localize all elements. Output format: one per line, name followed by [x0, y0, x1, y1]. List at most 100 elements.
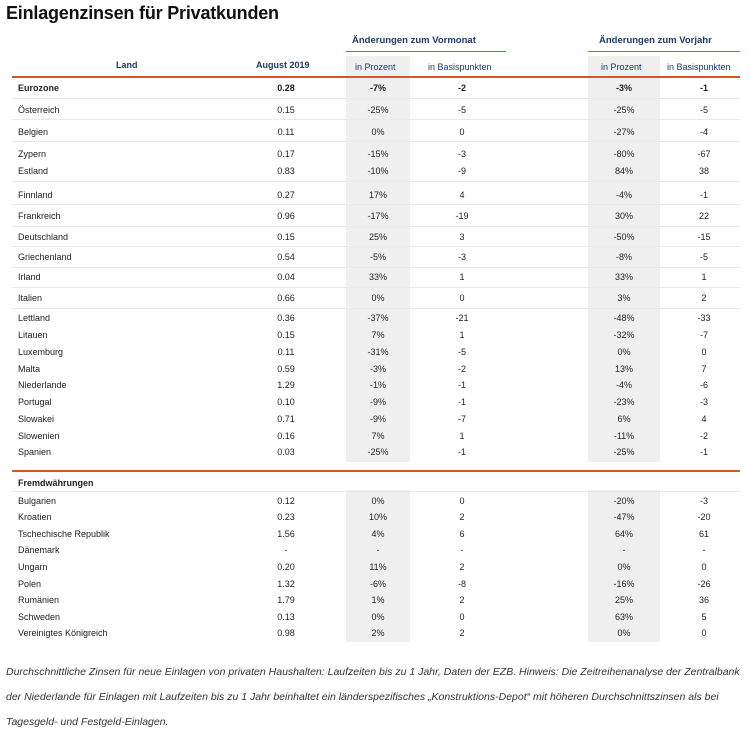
- column-header-vj-prozent: in Prozent: [601, 62, 642, 72]
- cell-vj-prozent: -23%: [613, 397, 635, 407]
- cell-vm-prozent: 1%: [371, 595, 385, 605]
- row-separator: [12, 246, 740, 247]
- cell-vj-prozent: 30%: [614, 211, 633, 221]
- cell-vj-basis: 7: [701, 364, 707, 374]
- cell-vm-prozent: 0%: [371, 612, 385, 622]
- cell-vm-prozent: 7%: [371, 431, 385, 441]
- cell-vj-prozent: 6%: [617, 414, 631, 424]
- cell-august: 0.98: [277, 628, 295, 638]
- cell-vj-basis: -5: [699, 105, 708, 115]
- cell-vm-prozent: -6%: [369, 579, 386, 589]
- cell-august: 0.15: [277, 232, 295, 242]
- cell-land: Portugal: [18, 397, 52, 407]
- cell-august: -: [284, 545, 288, 555]
- cell-vj-prozent: 25%: [614, 595, 633, 605]
- cell-vj-basis: 38: [698, 166, 709, 176]
- column-header-august: August 2019: [256, 60, 310, 70]
- cell-vm-prozent: 2%: [371, 628, 385, 638]
- row-separator: [12, 308, 740, 309]
- cell-land: Vereinigtes Königreich: [18, 628, 108, 638]
- cell-vj-prozent: -8%: [615, 252, 632, 262]
- row-separator: [12, 491, 740, 492]
- column-header-vj-basis: in Basispunkten: [667, 62, 731, 72]
- table-row: Dänemark - - - - -: [0, 542, 750, 558]
- cell-vj-prozent: 3%: [617, 293, 631, 303]
- cell-august: 0.03: [277, 447, 295, 457]
- cell-vm-prozent: 17%: [368, 190, 387, 200]
- cell-vj-prozent: -80%: [613, 149, 635, 159]
- cell-vj-basis: 1: [701, 272, 707, 282]
- cell-vm-basis: -3: [457, 252, 466, 262]
- cell-vj-basis: 0: [701, 628, 707, 638]
- cell-vj-basis: -67: [697, 149, 711, 159]
- cell-vj-prozent: -11%: [613, 431, 635, 441]
- cell-land: Niederlande: [18, 380, 67, 390]
- cell-land: Bulgarien: [18, 496, 57, 506]
- row-separator: [12, 287, 740, 288]
- cell-land: Slowenien: [18, 431, 60, 441]
- cell-land: Tschechische Republik: [18, 529, 110, 539]
- table-row: Finnland 0.27 17% 4 -4% -1: [0, 187, 750, 203]
- cell-land: Finnland: [18, 190, 53, 200]
- cell-vj-prozent: -4%: [615, 190, 632, 200]
- page-title: Einlagenzinsen für Privatkunden: [6, 3, 279, 23]
- group-row-fremdwaehrungen: Fremdwährungen: [0, 475, 750, 491]
- cell-august: 0.59: [277, 364, 295, 374]
- column-header-land: Land: [116, 60, 138, 70]
- row-separator: [12, 181, 740, 182]
- table-row: Tschechische Republik 1.56 4% 6 64% 61: [0, 526, 750, 542]
- cell-vj-basis: 61: [698, 529, 709, 539]
- cell-vj-basis: -20: [697, 512, 711, 522]
- cell-august: 0.28: [277, 83, 295, 93]
- table-row: Deutschland 0.15 25% 3 -50% -15: [0, 229, 750, 245]
- cell-august: 0.36: [277, 313, 295, 323]
- table-row: Niederlande 1.29 -1% -1 -4% -6: [0, 377, 750, 393]
- table-row: Luxemburg 0.11 -31% -5 0% 0: [0, 344, 750, 360]
- cell-vm-basis: 1: [459, 431, 465, 441]
- cell-vm-basis: -1: [457, 397, 466, 407]
- cell-vm-basis: 1: [459, 330, 465, 340]
- cell-vj-basis: -33: [697, 313, 711, 323]
- cell-vm-basis: 0: [459, 127, 465, 137]
- cell-vj-basis: -6: [699, 380, 708, 390]
- cell-vj-basis: -7: [699, 330, 708, 340]
- cell-august: 1.32: [277, 579, 295, 589]
- cell-land: Malta: [18, 364, 41, 374]
- cell-vm-prozent: -31%: [367, 347, 389, 357]
- cell-vj-prozent: -27%: [613, 127, 635, 137]
- cell-vm-basis: -5: [457, 105, 466, 115]
- table-row: Rumänien 1.79 1% 2 25% 36: [0, 592, 750, 608]
- cell-vm-prozent: 11%: [369, 562, 387, 572]
- cell-vj-basis: 22: [698, 211, 709, 221]
- cell-vj-prozent: -47%: [613, 512, 635, 522]
- cell-vm-basis: -7: [457, 414, 466, 424]
- cell-vj-basis: 2: [701, 293, 707, 303]
- cell-vm-prozent: 0%: [371, 127, 385, 137]
- cell-august: 0.10: [277, 397, 295, 407]
- cell-land: Polen: [18, 579, 42, 589]
- group-header-vormonat: Änderungen zum Vormonat: [352, 35, 476, 46]
- cell-vm-prozent: 10%: [368, 512, 387, 522]
- cell-vj-basis: 36: [698, 595, 709, 605]
- cell-vm-basis: 2: [459, 595, 465, 605]
- cell-august: 0.17: [277, 149, 295, 159]
- cell-vm-basis: -1: [457, 380, 466, 390]
- cell-land: Dänemark: [18, 545, 60, 555]
- cell-land: Kroatien: [18, 512, 52, 522]
- cell-land: Schweden: [18, 612, 61, 622]
- cell-land: Deutschland: [18, 232, 69, 242]
- cell-august: 0.15: [277, 105, 295, 115]
- cell-land: Belgien: [18, 127, 49, 137]
- cell-vm-prozent: -3%: [369, 364, 386, 374]
- cell-vm-prozent: 0%: [371, 293, 385, 303]
- cell-vm-basis: -9: [457, 166, 466, 176]
- cell-august: 1.29: [277, 380, 295, 390]
- group-label: Eurozone: [18, 83, 60, 93]
- group-underline-vormonat: [346, 51, 506, 52]
- cell-vj-prozent: -3%: [615, 83, 632, 93]
- cell-vj-basis: -3: [699, 496, 708, 506]
- row-separator: [12, 141, 740, 142]
- cell-vm-prozent: -1%: [369, 380, 386, 390]
- cell-vm-prozent: -37%: [367, 313, 389, 323]
- cell-vm-basis: 1: [459, 272, 465, 282]
